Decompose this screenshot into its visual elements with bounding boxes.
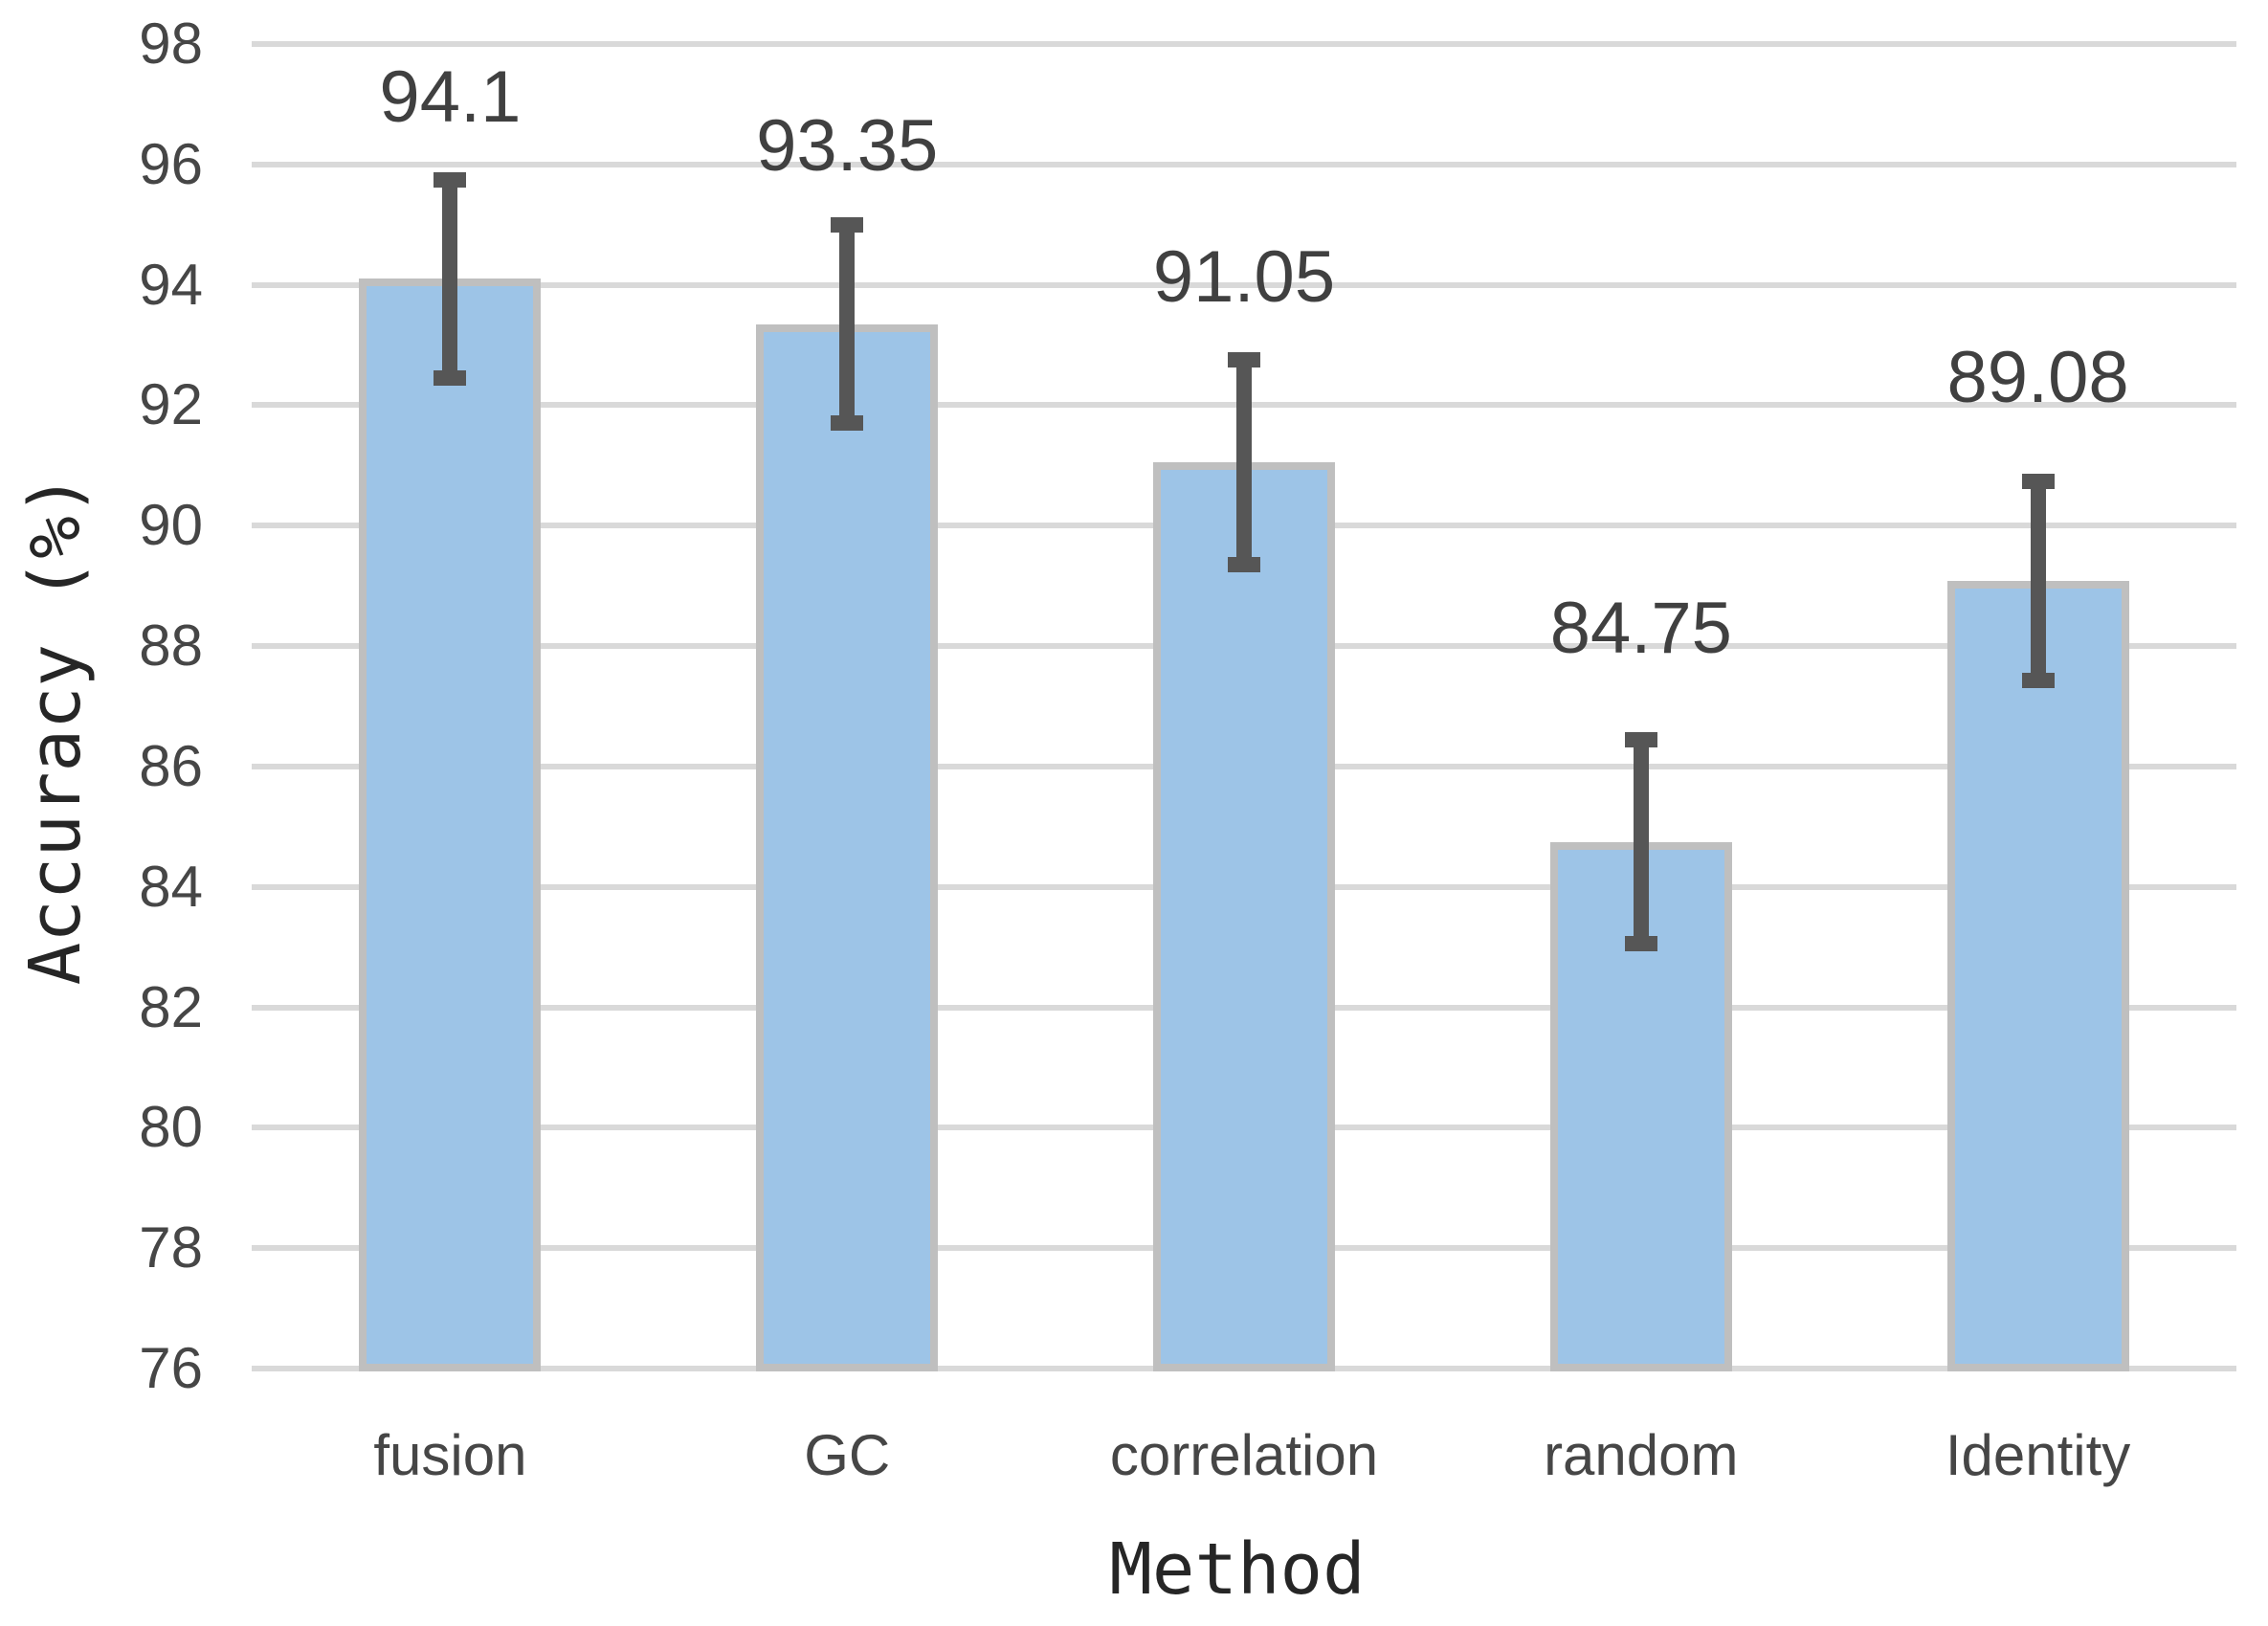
error-bar-line xyxy=(1633,739,1649,945)
y-tick-label: 78 xyxy=(139,1215,203,1281)
x-category-label: fusion xyxy=(373,1423,527,1487)
gridline xyxy=(252,161,2236,167)
error-bar-line xyxy=(442,179,458,379)
error-bar-bottom-cap xyxy=(831,415,864,432)
y-tick-label: 84 xyxy=(139,854,203,919)
data-label: 93.35 xyxy=(756,104,939,187)
x-category-label: Identity xyxy=(1945,1423,2131,1487)
error-bar-bottom-cap xyxy=(434,370,467,387)
y-tick-label: 94 xyxy=(139,252,203,317)
y-tick-label: 92 xyxy=(139,372,203,437)
error-bar-top-cap xyxy=(2021,474,2055,490)
x-axis-title: Method xyxy=(1109,1528,1366,1611)
bar-identity xyxy=(1946,581,2129,1371)
error-bar-bottom-cap xyxy=(2021,672,2055,688)
y-tick-label: 82 xyxy=(139,974,203,1039)
x-category-label: correlation xyxy=(1109,1423,1379,1487)
y-tick-label: 90 xyxy=(139,493,203,558)
error-bar-bottom-cap xyxy=(1624,936,1657,952)
y-tick-label: 96 xyxy=(139,131,203,196)
data-label: 84.75 xyxy=(1549,587,1732,669)
bar-correlation xyxy=(1153,462,1335,1371)
data-label: 94.1 xyxy=(379,56,522,138)
error-bar-line xyxy=(2030,481,2046,680)
bar-fusion xyxy=(359,278,542,1371)
gridline xyxy=(252,41,2236,47)
error-bar-line xyxy=(839,224,856,424)
error-bar-line xyxy=(1236,360,1252,566)
y-axis-title: Accuracy (%) xyxy=(14,473,97,986)
data-label: 89.08 xyxy=(1946,337,2129,419)
bar-gc xyxy=(756,323,939,1371)
data-label: 91.05 xyxy=(1152,236,1336,319)
y-tick-label: 98 xyxy=(139,11,203,76)
error-bar-top-cap xyxy=(1228,352,1260,368)
y-tick-label: 80 xyxy=(139,1095,203,1160)
gridline xyxy=(252,281,2236,288)
y-tick-label: 88 xyxy=(139,613,203,679)
error-bar-top-cap xyxy=(434,171,467,188)
error-bar-top-cap xyxy=(831,216,864,233)
error-bar-top-cap xyxy=(1624,731,1657,747)
y-tick-label: 86 xyxy=(139,733,203,798)
x-category-label: GC xyxy=(804,1423,891,1487)
error-bar-bottom-cap xyxy=(1228,557,1260,573)
y-tick-label: 76 xyxy=(139,1336,203,1400)
x-category-label: random xyxy=(1544,1423,1739,1487)
